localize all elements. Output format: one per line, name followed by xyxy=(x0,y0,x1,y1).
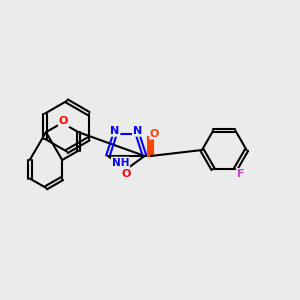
Text: N: N xyxy=(110,126,119,136)
Text: O: O xyxy=(150,129,159,139)
Text: F: F xyxy=(237,169,244,179)
Text: N: N xyxy=(133,126,142,136)
Text: NH: NH xyxy=(112,158,129,167)
Text: O: O xyxy=(59,116,68,126)
Text: O: O xyxy=(122,169,131,179)
